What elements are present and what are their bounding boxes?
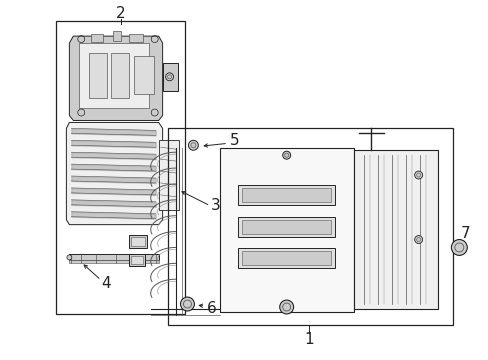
Bar bbox=[69, 260, 158, 264]
Bar bbox=[238, 185, 335, 205]
Circle shape bbox=[180, 297, 194, 311]
Bar bbox=[163, 63, 177, 91]
Text: 4: 4 bbox=[101, 276, 111, 291]
Bar bbox=[69, 255, 158, 260]
Text: 6: 6 bbox=[207, 301, 217, 316]
Circle shape bbox=[282, 151, 290, 159]
Bar bbox=[134, 56, 153, 94]
Bar bbox=[89, 53, 107, 98]
Polygon shape bbox=[69, 36, 163, 121]
Polygon shape bbox=[66, 122, 163, 225]
Bar bbox=[220, 148, 353, 312]
Bar bbox=[158, 140, 178, 210]
Circle shape bbox=[67, 255, 72, 260]
Bar bbox=[129, 255, 144, 266]
Circle shape bbox=[450, 239, 467, 255]
Circle shape bbox=[188, 140, 198, 150]
Text: 3: 3 bbox=[210, 198, 220, 213]
Bar bbox=[167, 129, 452, 325]
Bar bbox=[91, 34, 103, 42]
Bar bbox=[353, 150, 438, 309]
Bar bbox=[238, 248, 335, 268]
Bar bbox=[242, 220, 331, 234]
Bar bbox=[131, 237, 144, 247]
Bar bbox=[56, 21, 185, 314]
Text: 5: 5 bbox=[230, 133, 239, 148]
Bar bbox=[242, 188, 331, 202]
Text: 1: 1 bbox=[304, 332, 314, 347]
Bar bbox=[111, 53, 129, 98]
Text: 2: 2 bbox=[116, 6, 125, 21]
Bar bbox=[129, 34, 142, 42]
Bar bbox=[129, 235, 146, 248]
Bar bbox=[131, 256, 142, 264]
Bar bbox=[238, 217, 335, 237]
Circle shape bbox=[414, 171, 422, 179]
Text: 7: 7 bbox=[459, 226, 469, 241]
Circle shape bbox=[414, 235, 422, 243]
Circle shape bbox=[279, 300, 293, 314]
Bar bbox=[79, 43, 148, 108]
Bar bbox=[242, 251, 331, 265]
Bar bbox=[113, 31, 121, 41]
